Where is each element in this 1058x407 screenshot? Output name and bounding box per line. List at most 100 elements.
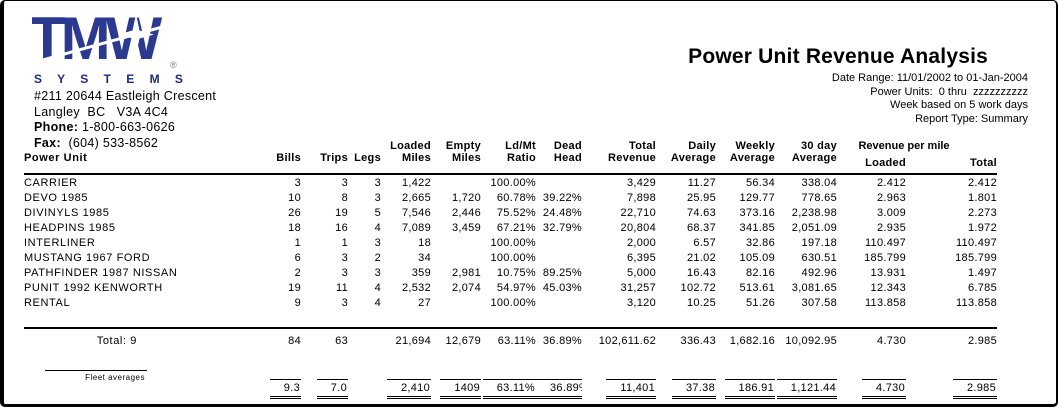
header-cell-dead-head: Dead (553, 140, 582, 152)
value-cell: 2.412 (967, 176, 997, 189)
value-cell: 45.03% (542, 281, 582, 294)
phone-label: Phone: (34, 120, 79, 134)
header-cell-bills: Bills (219, 152, 301, 175)
value-cell: 1.497 (967, 266, 997, 279)
fleet-average-cell: 36.89% (536, 360, 582, 404)
value-cell (348, 327, 381, 360)
company-address-line1: #211 20644 Eastleigh Crescent (34, 89, 217, 103)
value-cell: 10,092.95 (775, 327, 837, 360)
value-cell (536, 174, 582, 190)
value-cell: 11 (335, 281, 348, 294)
value-cell: 54.97% (496, 281, 536, 294)
value-cell: 110.497 (864, 236, 906, 249)
value-cell: 1 (294, 236, 301, 249)
power-unit-name: DIVINYLS 1985 (24, 206, 110, 219)
value-cell: 3 (341, 266, 348, 279)
fleet-average-value: 1409 (440, 379, 481, 399)
value-cell: 105.09 (739, 251, 775, 264)
value-cell: 373.16 (739, 206, 775, 219)
value-cell: 1 (341, 236, 348, 249)
value-cell: 5,000 (626, 266, 656, 279)
header-cell-loaded-miles: Loaded (390, 140, 431, 152)
value-cell: 18 (418, 236, 431, 249)
value-cell: 2,446 (451, 206, 481, 219)
header-cell (348, 135, 381, 152)
header-cell (301, 135, 348, 152)
value-cell (431, 295, 481, 310)
fleet-average-cell: 7.0 (301, 360, 348, 404)
value-cell: 3 (374, 191, 381, 204)
fleet-average-value: 37.38 (671, 379, 716, 399)
fleet-average-value: 11,401 (606, 379, 656, 399)
value-cell: 513.61 (739, 281, 775, 294)
value-cell (536, 235, 582, 250)
value-cell: 197.18 (801, 236, 837, 249)
value-cell: 6.57 (693, 236, 716, 249)
value-cell: 1.972 (967, 221, 997, 234)
value-cell: 7,089 (401, 221, 431, 234)
value-cell: 113.858 (955, 296, 997, 309)
power-unit-name: PATHFINDER 1987 NISSAN (24, 266, 178, 279)
table-row: HEADPINS 1985 18 16 4 7,089 3,459 67.21% 32.79%… (24, 220, 997, 235)
value-cell: 6,395 (626, 251, 656, 264)
value-cell: 1.801 (967, 191, 997, 204)
value-cell: 67.21% (496, 221, 536, 234)
power-unit-name: PUNIT 1992 KENWORTH (24, 281, 163, 294)
value-cell: 492.96 (801, 266, 837, 279)
value-cell: 2,000 (626, 236, 656, 249)
revenue-table: Loaded Empty Ld/Mt Dead Total Daily Week… (24, 135, 997, 404)
value-cell: 27 (418, 296, 431, 309)
table-row: PATHFINDER 1987 NISSAN 2 3 3 359 2,981 10.75% 8… (24, 265, 997, 280)
value-cell: 84 (219, 327, 301, 360)
value-cell: 307.58 (801, 296, 837, 309)
header-row-bottom: Power Unit Bills Trips Legs Miles Miles … (24, 152, 997, 175)
spacer-row (24, 310, 997, 328)
fleet-average-cell: 9.3 (219, 360, 301, 404)
power-unit-name: RENTAL (24, 296, 71, 309)
header-cell-30day-average: 30 day (800, 140, 837, 152)
report-type: Report Type: Summary (915, 112, 1028, 125)
tmw-logo-text: TMW (32, 9, 163, 71)
value-cell: 4 (374, 221, 381, 234)
value-cell: 3,081.65 (791, 281, 837, 294)
fleet-average-cell: 63.11% (481, 360, 536, 404)
value-cell: 3,429 (626, 176, 656, 189)
value-cell: 3 (341, 176, 348, 189)
value-cell: 3,120 (626, 296, 656, 309)
value-cell: 31,257 (620, 281, 656, 294)
value-cell: 16 (335, 221, 348, 234)
header-cell-legs: Legs (348, 152, 381, 175)
value-cell: 2,238.98 (791, 206, 837, 219)
value-cell: 100.00% (490, 296, 536, 309)
table-row: DIVINYLS 1985 26 19 5 7,546 2,446 75.52% 24.48%… (24, 205, 997, 220)
value-cell: 22,710 (620, 206, 656, 219)
value-cell (431, 235, 481, 250)
value-cell: 185.799 (955, 251, 997, 264)
table-row: PUNIT 1992 KENWORTH 19 11 4 2,532 2,074 54.97%… (24, 280, 997, 295)
value-cell: 3.009 (876, 206, 906, 219)
value-cell: 338.04 (801, 176, 837, 189)
value-cell: 2 (374, 251, 381, 264)
value-cell: 9 (294, 296, 301, 309)
header-cell: Average (716, 152, 775, 175)
value-cell: 20,804 (620, 221, 656, 234)
value-cell: 2.935 (876, 221, 906, 234)
logo-star-icon (118, 14, 154, 55)
company-systems-label: S Y S T E M S (34, 72, 189, 86)
value-cell: 63 (301, 327, 348, 360)
report-title-block: Power Unit Revenue Analysis Date Range: … (688, 45, 1028, 126)
value-cell: 3 (374, 266, 381, 279)
fleet-average-cell: 37.38 (656, 360, 716, 404)
fleet-average-value: 1,121.44 (776, 379, 837, 399)
phone-value: 1-800-663-0626 (78, 120, 176, 134)
fleet-averages-label-cell: Fleet averages (24, 360, 219, 404)
logo-swoosh (27, 19, 185, 66)
value-cell: 341.85 (739, 221, 775, 234)
value-cell: 12,679 (431, 327, 481, 360)
table-header: Loaded Empty Ld/Mt Dead Total Daily Week… (24, 135, 997, 175)
value-cell: 3 (374, 236, 381, 249)
value-cell: 36.89% (536, 327, 582, 360)
value-cell: 100.00% (490, 251, 536, 264)
value-cell: 100.00% (490, 176, 536, 189)
